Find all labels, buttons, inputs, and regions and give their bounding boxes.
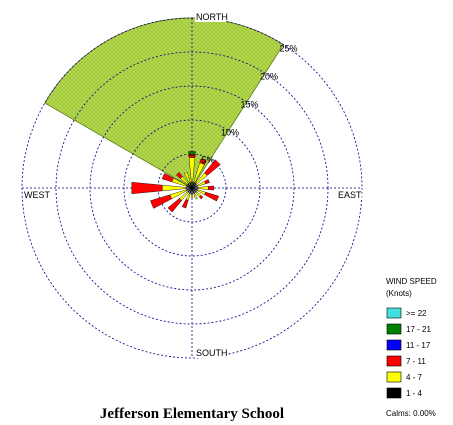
direction-south: SOUTH: [196, 348, 228, 358]
direction-north-bg: [195, 11, 226, 22]
chart-title: Jefferson Elementary School: [100, 406, 284, 422]
direction-south-bg: [195, 347, 226, 358]
direction-east: EAST: [338, 190, 362, 200]
legend: WIND SPEED (Knots) >= 22 17 - 21 11 - 17 7 …: [386, 277, 437, 418]
direction-north: NORTH: [196, 12, 228, 22]
legend-label: 4 - 7: [406, 373, 423, 382]
calms-label: Calms: 0.00%: [386, 409, 436, 418]
legend-swatch: [386, 339, 402, 351]
ring-label: 15%: [241, 99, 259, 109]
petal-layer: [131, 151, 221, 213]
petal-segment: [188, 155, 196, 158]
petal-segment: [193, 193, 198, 200]
petal-segment: [162, 184, 187, 192]
legend-label: 11 - 17: [406, 341, 431, 350]
petal-segment: [161, 173, 174, 183]
legend-swatch: [386, 355, 402, 367]
petal-segment: [150, 194, 172, 209]
petal-segment: [204, 159, 221, 176]
legend-subtitle: (Knots): [386, 289, 412, 298]
ring-label: 10%: [221, 127, 239, 137]
legend-label: >= 22: [406, 309, 427, 318]
petal-segment: [188, 151, 196, 155]
legend-swatch: [386, 387, 402, 399]
direction-east-bg: [337, 189, 362, 200]
direction-west-bg: [23, 189, 48, 200]
ring-label: 5%: [202, 155, 215, 165]
petal-segment: [197, 186, 209, 190]
petal-segment: [204, 179, 210, 185]
petal-segment: [204, 191, 219, 202]
ring-label: 25%: [280, 44, 298, 54]
petal-segment: [181, 199, 189, 209]
legend-title: WIND SPEED: [386, 277, 437, 286]
petal-segment: [199, 158, 207, 165]
legend-swatch: [386, 323, 402, 335]
legend-items: >= 22 17 - 21 11 - 17 7 - 11 4 - 7 1 - 4: [386, 307, 431, 399]
petal-segment: [175, 171, 183, 179]
petal-segment: [167, 198, 182, 213]
legend-label: 17 - 21: [406, 325, 431, 334]
petal-segment: [188, 153, 196, 156]
petal-segment: [190, 193, 194, 198]
ring-label: 20%: [260, 72, 278, 82]
legend-label: 7 - 11: [406, 357, 426, 366]
petal-segment: [131, 181, 163, 195]
legend-label: 1 - 4: [406, 389, 423, 398]
legend-swatch: [386, 307, 402, 319]
direction-west: WEST: [24, 190, 51, 200]
label-layer: 5% 10% 15% 20% 25% NORTH EAST SOUTH WEST: [23, 11, 362, 358]
petal-segment: [184, 172, 191, 183]
petal-segment: [208, 185, 214, 191]
legend-swatch: [386, 371, 402, 383]
petal-segment: [199, 195, 204, 200]
